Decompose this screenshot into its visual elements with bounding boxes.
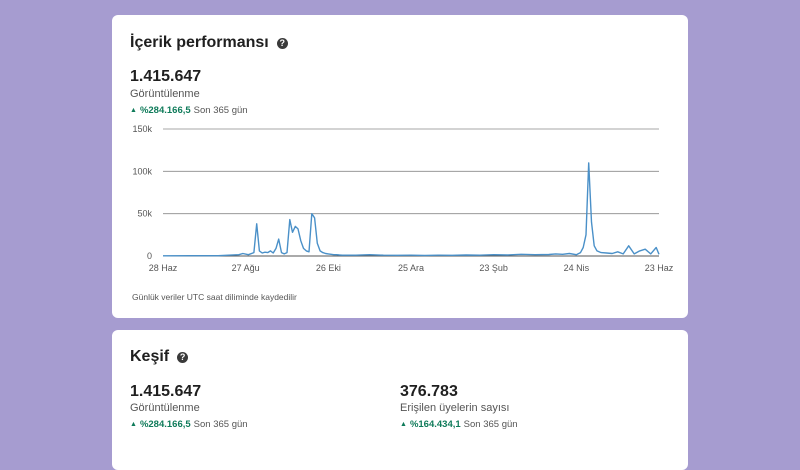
members-reached-delta: ▲ %164.434,1 Son 365 gün [400,419,518,430]
members-reached-delta-pct: %164.434,1 [409,419,461,430]
x-tick-label: 24 Nis [564,263,590,273]
views-value: 1.415.647 [130,68,202,85]
triangle-up-icon: ▲ [400,421,407,428]
discovery-views-value: 1.415.647 [130,383,202,400]
utc-footnote: Günlük veriler UTC saat diliminde kayded… [132,292,297,302]
y-tick-label: 150k [132,124,152,134]
views-delta-period: Son 365 gün [193,105,248,116]
content-performance-title: İçerik performansı ? [130,34,288,52]
x-tick-label: 25 Ara [398,263,424,273]
views-label: Görüntülenme [130,88,200,100]
discovery-views-delta: ▲ %284.166,5 Son 365 gün [130,419,248,430]
views-line-chart[interactable]: 0 50k 100k 150k 28 Haz 27 Ağu 26 Eki 25 Ara 23 Ş… [112,15,688,285]
x-tick-label: 26 Eki [316,263,341,273]
x-tick-label: 23 Haz [645,263,674,273]
x-tick-label: 27 Ağu [232,263,260,273]
discovery-views-label: Görüntülenme [130,402,200,414]
members-reached-label: Erişilen üyelerin sayısı [400,402,510,414]
discovery-views-delta-pct: %284.166,5 [139,419,191,430]
members-reached-value: 376.783 [400,383,458,400]
x-tick-label: 23 Şub [479,263,508,273]
content-performance-title-text: İçerik performansı [130,34,269,51]
content-performance-card: İçerik performansı ? 1.415.647 Görüntüle… [112,15,688,318]
discovery-views-delta-period: Son 365 gün [193,419,248,430]
views-delta-pct: %284.166,5 [139,105,191,116]
views-delta: ▲ %284.166,5 Son 365 gün [130,105,248,116]
y-tick-label: 0 [147,251,152,261]
help-icon[interactable]: ? [276,37,288,49]
triangle-up-icon: ▲ [130,107,137,114]
help-icon[interactable]: ? [177,351,189,363]
x-tick-label: 28 Haz [149,263,178,273]
discovery-title: Keşif ? [130,348,189,366]
discovery-card: Keşif ? 1.415.647 Görüntülenme ▲ %284.16… [112,330,688,470]
y-tick-label: 100k [132,166,152,176]
y-tick-label: 50k [137,209,152,219]
views-series-line [162,162,660,257]
triangle-up-icon: ▲ [130,421,137,428]
members-reached-delta-period: Son 365 gün [463,419,518,430]
discovery-title-text: Keşif [130,348,170,365]
